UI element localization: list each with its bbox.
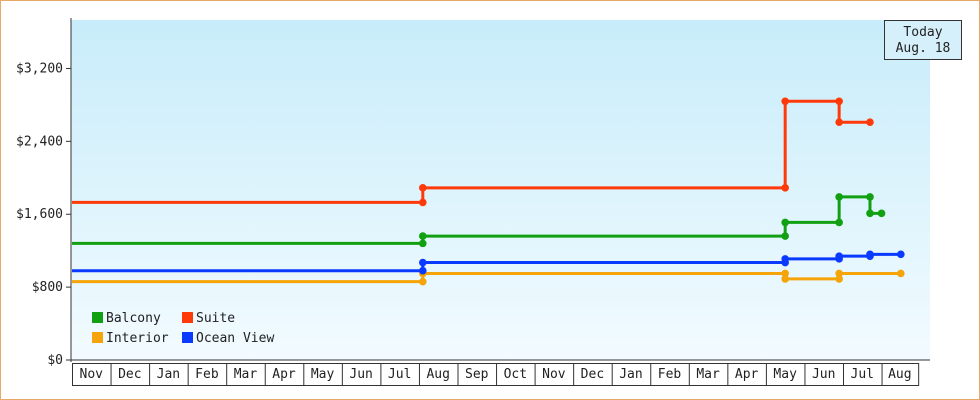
data-point xyxy=(781,275,789,283)
month-label: Mar xyxy=(696,367,720,382)
data-point xyxy=(897,250,905,259)
month-label: Jun xyxy=(349,367,372,382)
plot-area xyxy=(71,20,930,360)
legend-swatch xyxy=(182,312,193,323)
today-label: Today xyxy=(903,25,943,40)
month-label: Oct xyxy=(504,367,527,382)
month-label: Jul xyxy=(851,367,874,382)
legend-item: Ocean View xyxy=(182,331,274,347)
y-axis: $0 $800 $1,600 $2,400 $3,200 xyxy=(16,18,72,368)
data-point xyxy=(835,252,843,260)
month-label: Aug xyxy=(888,367,911,382)
legend-label: Balcony xyxy=(106,311,161,326)
today-marker: Today Aug. 18 xyxy=(884,20,962,60)
y-tick-label: $800 xyxy=(32,280,63,295)
month-label: Nov xyxy=(542,367,566,382)
series-suite xyxy=(72,97,874,207)
data-point xyxy=(781,218,789,227)
series-balcony xyxy=(72,193,886,248)
data-point xyxy=(866,209,874,218)
month-label: Nov xyxy=(80,367,104,382)
data-point xyxy=(781,184,789,192)
month-label: May xyxy=(773,367,797,382)
data-point xyxy=(835,118,843,127)
month-label: Jan xyxy=(619,367,642,382)
month-strip xyxy=(72,363,920,386)
month-label: Jul xyxy=(388,367,411,382)
month-label: Mar xyxy=(234,367,258,382)
legend-label: Suite xyxy=(196,311,236,326)
y-tick-label: $1,600 xyxy=(16,207,63,222)
data-point xyxy=(419,258,427,267)
legend-swatch xyxy=(182,332,193,343)
data-point xyxy=(419,239,427,248)
legend-item: Interior xyxy=(92,331,169,347)
x-axis: Nov Dec Jan Feb Mar Apr May Jun Jul Aug Sep Oct Nov D… xyxy=(71,359,930,386)
month-label: May xyxy=(311,367,335,382)
month-label: Jan xyxy=(157,367,180,382)
month-label: Feb xyxy=(658,367,682,382)
series-layer xyxy=(72,97,905,286)
data-point xyxy=(866,118,874,127)
month-label: Apr xyxy=(272,367,296,382)
month-label: Sep xyxy=(465,367,489,382)
legend-label: Interior xyxy=(106,331,169,346)
data-point xyxy=(781,269,789,278)
data-point xyxy=(419,198,427,207)
data-point xyxy=(835,275,843,283)
data-point xyxy=(835,193,843,201)
month-label: Apr xyxy=(735,367,759,382)
y-tick-label: $2,400 xyxy=(16,134,63,149)
data-point xyxy=(419,277,427,286)
data-point xyxy=(419,184,427,192)
legend-item: Suite xyxy=(182,311,235,327)
data-point xyxy=(866,250,874,259)
data-point xyxy=(897,269,905,278)
legend-swatch xyxy=(92,312,103,323)
data-point xyxy=(877,209,886,218)
data-point xyxy=(835,269,843,278)
month-label: Aug xyxy=(426,367,449,382)
data-point xyxy=(419,232,427,240)
legend-item: Balcony xyxy=(92,311,161,327)
legend-label: Ocean View xyxy=(196,331,275,346)
data-point xyxy=(835,97,843,106)
data-point xyxy=(419,266,427,275)
y-tick-label: $3,200 xyxy=(16,61,63,76)
today-date: Aug. 18 xyxy=(895,41,951,56)
data-point xyxy=(781,97,789,106)
month-label: Jun xyxy=(812,367,835,382)
data-point xyxy=(781,232,789,240)
legend-swatch xyxy=(92,332,103,343)
month-label: Dec xyxy=(581,367,604,382)
data-point xyxy=(866,193,874,201)
data-point xyxy=(781,255,789,263)
month-label: Feb xyxy=(195,367,219,382)
series-ocean-view xyxy=(72,250,905,275)
series-interior xyxy=(72,269,905,286)
data-point xyxy=(835,218,843,227)
month-label: Dec xyxy=(118,367,141,382)
y-tick-label: $0 xyxy=(47,353,63,368)
